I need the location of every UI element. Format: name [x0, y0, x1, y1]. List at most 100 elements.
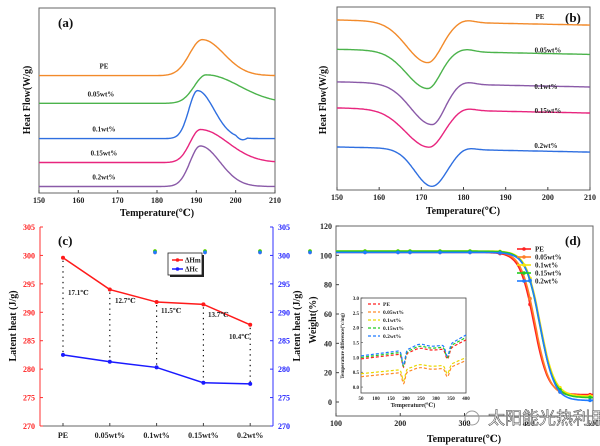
panel-d-inset: 50 100 150 200 250 300 350 400 0.0 0.5 1.0 1.5 2.0 2.…: [340, 297, 470, 409]
y-tick-label: 20: [324, 369, 332, 378]
panel-b-label: (b): [565, 10, 581, 25]
y-tick-label-right: 290: [278, 308, 290, 317]
data-point: [248, 381, 253, 386]
x-tick-label: 400: [523, 419, 535, 428]
y-tick-label-right: 285: [278, 337, 290, 346]
series-line-0.2wt%: [337, 146, 590, 188]
panel-a-frame: [38, 7, 276, 194]
inset-legend-label: 0.2wt%: [383, 334, 401, 340]
data-point: [248, 322, 253, 327]
y-tick-label-left: 285: [23, 337, 35, 346]
data-point: [154, 365, 159, 370]
watermark-text: 太阳能光热利用: [488, 409, 600, 429]
x-tick-label: 0.2wt%: [237, 431, 263, 440]
data-point: [408, 250, 412, 255]
delta-t-annotation: 10.4℃: [229, 333, 250, 341]
y-tick-label-right: 280: [278, 365, 290, 374]
inset-x-tick-label: 350: [447, 397, 455, 402]
panel-d-legend: PE0.05wt%0.1wt%0.15wt%0.2wt%: [517, 246, 562, 286]
series-line-0.15wt%: [336, 107, 590, 148]
y-tick-label: 60: [324, 310, 332, 319]
legend-marker: [522, 247, 526, 251]
inset-ylabel: Temperature difference(ºc/mg): [340, 313, 346, 379]
y-tick-label-left: 295: [23, 280, 35, 289]
x-tick-label: 180: [458, 193, 470, 202]
x-tick-label: 150: [331, 193, 343, 202]
legend-marker-hc: [175, 267, 180, 271]
y-tick-label-right: 305: [278, 223, 290, 232]
series-line-0.2wt%: [336, 251, 593, 402]
panel-a: (a) 150 160 170 180 190 200 210 PE 0.05wt% 0.1wt…: [22, 7, 281, 219]
x-tick-label: 200: [230, 196, 242, 205]
y-tick-label: 0: [328, 398, 332, 407]
series-line-0.1wt%: [39, 89, 275, 141]
y-tick-label: 80: [324, 281, 332, 290]
inset-xlabel: Temperature(℃): [391, 402, 436, 409]
y-tick-label-right: 295: [278, 280, 290, 289]
delta-t-annotation: 12.7℃: [115, 297, 136, 305]
series-line-PE: [337, 19, 590, 64]
panel-c-label: (c): [58, 233, 72, 248]
series-line-0.1wt%: [337, 81, 590, 126]
x-tick-label: 160: [72, 196, 84, 205]
data-point: [61, 352, 65, 357]
inset-series-line-0.1wt%: [360, 357, 467, 382]
data-point: [107, 287, 112, 292]
series-label: 0.1wt%: [92, 126, 115, 134]
x-tick-label: 190: [190, 196, 202, 205]
legend-label-hc: ΔHc: [185, 266, 198, 274]
inset-y-tick-label: 0.5: [353, 371, 360, 376]
series-label: 0.15wt%: [91, 150, 118, 158]
inset-x-tick-label: 50: [359, 397, 365, 402]
legend-label: 0.1wt%: [535, 262, 558, 270]
inset-x-tick-label: 100: [372, 397, 380, 402]
series-line-PE: [39, 38, 275, 77]
panel-b-xlabel: Temperature(℃): [426, 206, 500, 217]
inset-y-tick-label: 1.0: [353, 356, 360, 361]
inset-series-line-0.2wt%: [360, 334, 467, 367]
panel-d-xlabel: Temperature(℃): [427, 434, 501, 445]
data-point: [201, 302, 206, 307]
x-tick-label: PE: [58, 431, 68, 440]
y-tick-label-right: 275: [278, 394, 290, 403]
x-tick-label: 0.1wt%: [143, 431, 169, 440]
inset-y-tick-label: 0.0: [353, 386, 360, 391]
data-point: [201, 380, 206, 385]
data-point: [153, 250, 157, 255]
x-tick-label: 210: [269, 196, 281, 205]
data-point: [107, 359, 112, 364]
x-tick-label: 170: [415, 193, 427, 202]
data-point: [396, 250, 400, 255]
inset-x-tick-label: 150: [387, 397, 395, 402]
legend-marker: [522, 271, 526, 275]
panel-c-legend: ΔHm ΔHc: [167, 252, 204, 277]
x-tick-label: 200: [394, 419, 406, 428]
x-tick-label: 170: [112, 196, 124, 205]
y-tick-label: 100: [320, 251, 332, 260]
x-tick-label: 200: [542, 193, 554, 202]
panel-a-ylabel: Heat Flow(W/g): [22, 66, 33, 135]
inset-y-tick-label: 3.0: [353, 297, 360, 302]
delta-t-annotation: 13.7℃: [208, 311, 229, 319]
x-tick-label: 160: [373, 193, 385, 202]
data-point: [468, 250, 472, 255]
x-tick-label: 150: [33, 196, 45, 205]
x-tick-label: 100: [330, 419, 342, 428]
legend-label: 0.05wt%: [535, 254, 562, 262]
series-line-0.2wt%: [39, 145, 276, 188]
y-tick-label-left: 280: [23, 365, 35, 374]
x-tick-label: 180: [151, 196, 163, 205]
panel-b: (b) 150 160 170 180 190 200 210 PE 0.05wt% 0.1wt…: [318, 6, 596, 217]
delta-t-annotation: 17.1℃: [68, 289, 89, 297]
panel-a-xlabel: Temperature(℃): [120, 208, 194, 219]
data-point: [363, 250, 367, 255]
inset-series-line-0.15wt%: [360, 336, 467, 368]
y-tick-label-left: 270: [23, 422, 35, 431]
data-point: [438, 250, 442, 255]
panel-c-ylabel-left: Latent heat (J/g): [8, 290, 19, 361]
inset-frame: [360, 297, 467, 394]
x-tick-label: 210: [584, 193, 596, 202]
panel-b-ylabel: Heat Flow(W/g): [318, 66, 329, 135]
